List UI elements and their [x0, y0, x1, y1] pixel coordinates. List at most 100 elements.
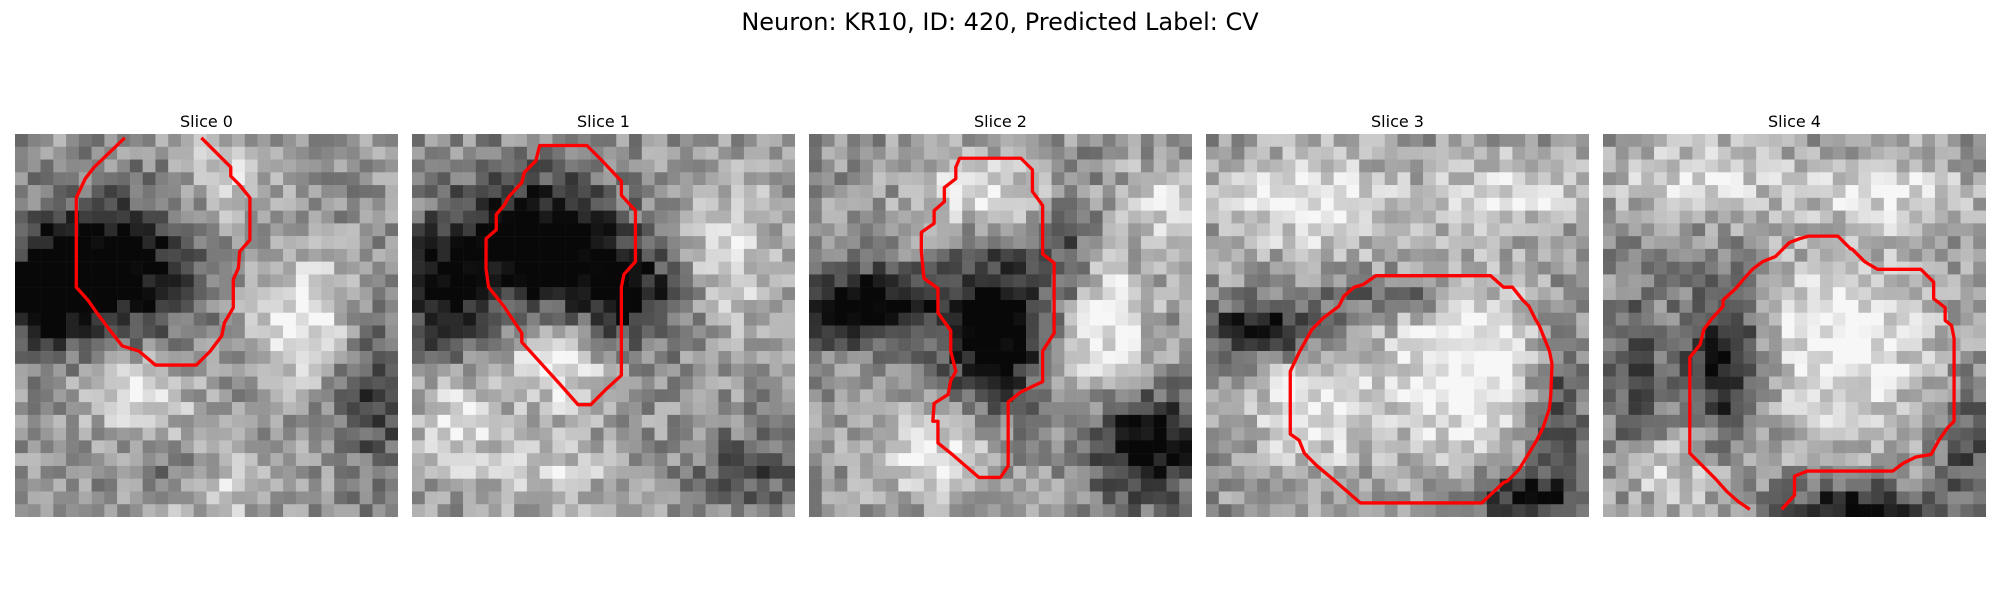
image-pixel: [1206, 197, 1220, 211]
image-pixel: [590, 338, 604, 352]
image-pixel: [1794, 453, 1808, 467]
image-pixel: [705, 440, 719, 454]
image-pixel: [1820, 172, 1834, 186]
image-pixel: [104, 338, 118, 352]
image-pixel: [911, 185, 925, 199]
image-pixel: [1858, 504, 1872, 517]
image-pixel: [1705, 134, 1719, 148]
image-pixel: [1051, 172, 1065, 186]
image-pixel: [450, 312, 464, 326]
image-pixel: [334, 312, 348, 326]
image-pixel: [193, 210, 207, 224]
image-pixel: [526, 325, 540, 339]
image-pixel: [385, 453, 398, 467]
image-pixel: [1153, 504, 1167, 517]
image-pixel: [847, 414, 861, 428]
image-pixel: [1896, 414, 1910, 428]
image-pixel: [1206, 146, 1220, 160]
image-pixel: [1512, 440, 1526, 454]
image-pixel: [603, 338, 617, 352]
image-pixel: [1486, 440, 1500, 454]
image-pixel: [539, 146, 553, 160]
image-pixel: [1679, 261, 1693, 275]
image-pixel: [206, 197, 220, 211]
image-pixel: [1537, 376, 1551, 390]
image-pixel: [308, 325, 322, 339]
image-pixel: [1947, 134, 1961, 148]
image-pixel: [1051, 402, 1065, 416]
image-pixel: [743, 478, 757, 492]
image-pixel: [1000, 210, 1014, 224]
image-pixel: [847, 389, 861, 403]
image-pixel: [1000, 287, 1014, 301]
image-pixel: [1909, 287, 1923, 301]
image-pixel: [308, 312, 322, 326]
image-pixel: [680, 389, 694, 403]
image-pixel: [590, 351, 604, 365]
image-pixel: [923, 159, 937, 173]
image-pixel: [1038, 236, 1052, 250]
image-pixel: [705, 312, 719, 326]
image-pixel: [1461, 134, 1475, 148]
image-pixel: [911, 159, 925, 173]
image-pixel: [1218, 287, 1232, 301]
image-pixel: [1654, 197, 1668, 211]
image-pixel: [1486, 363, 1500, 377]
image-pixel: [15, 453, 29, 467]
image-pixel: [616, 504, 630, 517]
image-pixel: [1423, 134, 1437, 148]
image-pixel: [1896, 134, 1910, 148]
image-pixel: [257, 504, 271, 517]
image-pixel: [860, 312, 874, 326]
image-pixel: [1909, 478, 1923, 492]
image-pixel: [219, 427, 233, 441]
image-pixel: [1000, 351, 1014, 365]
image-pixel: [308, 414, 322, 428]
image-pixel: [949, 146, 963, 160]
image-pixel: [15, 146, 29, 160]
image-pixel: [1371, 236, 1385, 250]
image-pixel: [667, 478, 681, 492]
image-pixel: [91, 248, 105, 262]
image-pixel: [769, 210, 783, 224]
image-pixel: [1743, 376, 1757, 390]
image-pixel: [1883, 172, 1897, 186]
image-pixel: [692, 299, 706, 313]
image-pixel: [129, 465, 143, 479]
image-pixel: [1499, 299, 1513, 313]
image-pixel: [552, 172, 566, 186]
image-pixel: [1166, 299, 1180, 313]
image-pixel: [1537, 299, 1551, 313]
image-pixel: [1525, 363, 1539, 377]
image-pixel: [1896, 197, 1910, 211]
image-pixel: [1295, 172, 1309, 186]
image-pixel: [1845, 402, 1859, 416]
image-pixel: [1973, 287, 1986, 301]
image-pixel: [860, 414, 874, 428]
image-pixel: [1077, 197, 1091, 211]
image-pixel: [450, 440, 464, 454]
image-pixel: [809, 453, 823, 467]
image-pixel: [488, 414, 502, 428]
image-pixel: [1140, 274, 1154, 288]
image-pixel: [1525, 376, 1539, 390]
image-pixel: [1000, 146, 1014, 160]
image-pixel: [104, 197, 118, 211]
image-pixel: [847, 197, 861, 211]
image-pixel: [321, 248, 335, 262]
image-pixel: [1743, 351, 1757, 365]
image-pixel: [1218, 338, 1232, 352]
image-pixel: [539, 236, 553, 250]
image-pixel: [692, 402, 706, 416]
image-pixel: [1896, 351, 1910, 365]
image-pixel: [1794, 159, 1808, 173]
image-pixel: [1499, 287, 1513, 301]
image-pixel: [193, 146, 207, 160]
image-pixel: [15, 351, 29, 365]
image-pixel: [1282, 504, 1296, 517]
image-pixel: [1934, 236, 1948, 250]
image-pixel: [769, 414, 783, 428]
image-pixel: [667, 376, 681, 390]
image-pixel: [155, 363, 169, 377]
image-pixel: [923, 312, 937, 326]
